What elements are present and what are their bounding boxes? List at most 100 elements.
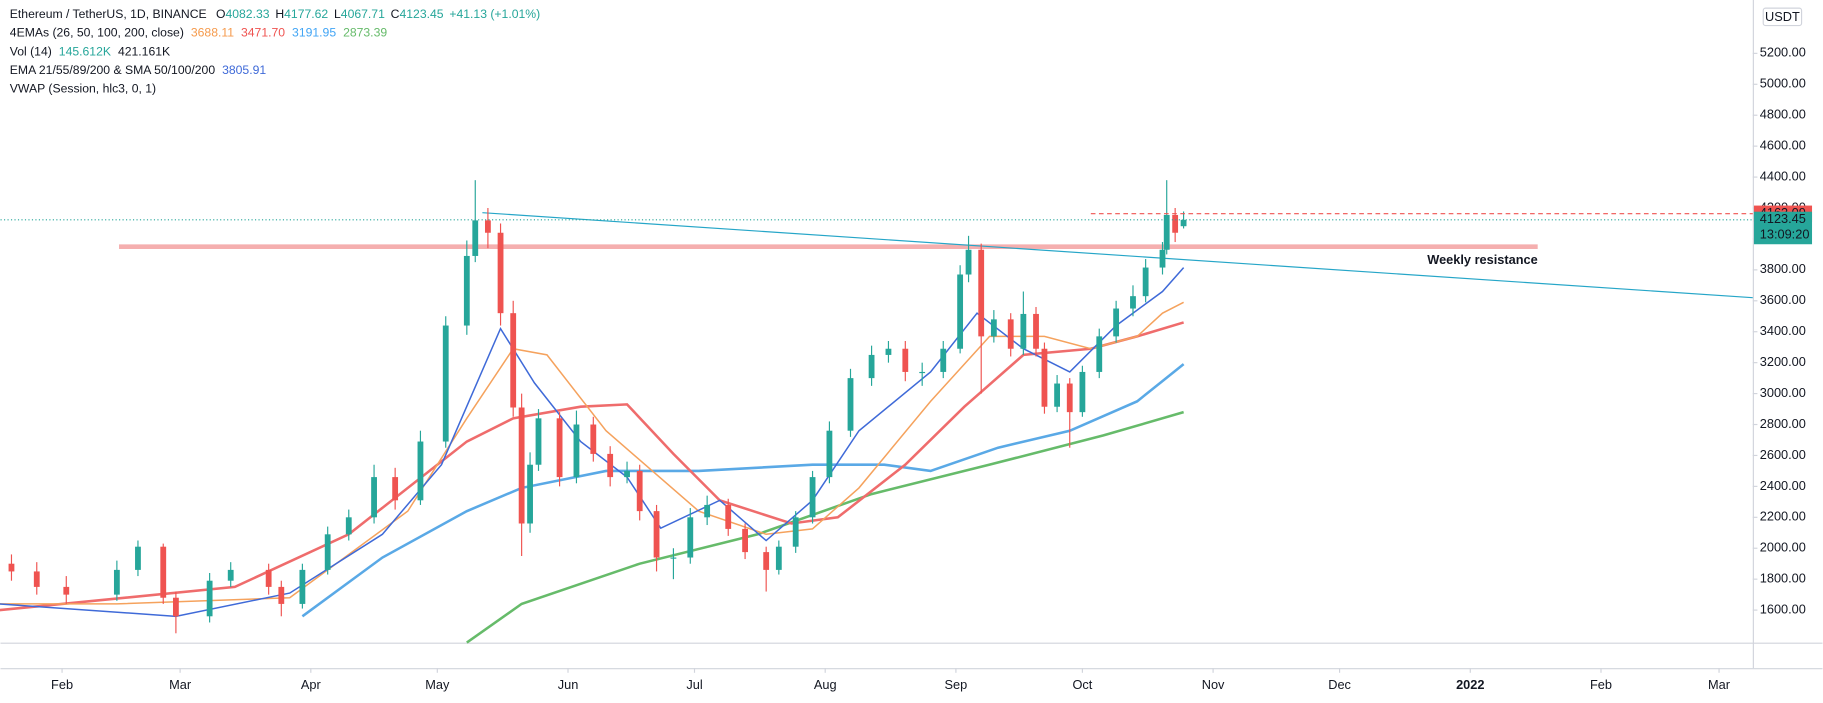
candle-body [653, 511, 660, 558]
candle-body [965, 249, 972, 275]
candle-body [775, 546, 782, 570]
x-tick-label: Dec [1328, 677, 1351, 692]
ohlc-value: 4082.33 [225, 7, 269, 21]
candle-body [1142, 267, 1149, 297]
y-tick-label: 1800.00 [1760, 571, 1806, 586]
candle-body [868, 354, 875, 379]
candle-body [345, 517, 352, 535]
candle-body [472, 220, 479, 256]
x-tick-label: Feb [51, 677, 73, 692]
candle-body [1079, 371, 1086, 413]
candle-body [227, 569, 234, 581]
ohlc-letter: O [216, 7, 225, 21]
currency-label: USDT [1765, 9, 1800, 24]
candle-body [299, 569, 306, 604]
candle-body [1096, 336, 1103, 372]
ohlc-value: 4177.62 [284, 7, 328, 21]
y-tick-label: 3000.00 [1760, 385, 1806, 400]
candle-body [484, 220, 491, 233]
candle-body [725, 504, 732, 529]
legend-row: Ethereum / TetherUS, 1D, BINANCE O4082.33… [10, 7, 540, 21]
candle-body [497, 232, 504, 314]
indicator-value: 3191.95 [292, 26, 336, 40]
candle-body [763, 552, 770, 570]
y-tick-label: 3200.00 [1760, 354, 1806, 369]
candle-body [442, 325, 449, 442]
countdown: 13:09:20 [1760, 226, 1810, 241]
legend-row: Vol (14) 145.612K 421.161K [10, 45, 170, 59]
candle-body [957, 274, 964, 349]
moving-average [0, 301, 1184, 605]
candle-body [63, 586, 70, 595]
candle-body [590, 424, 597, 454]
y-tick-label: 4600.00 [1760, 138, 1806, 153]
candle-body [990, 319, 997, 337]
candle-body [1172, 214, 1179, 233]
legend-row: EMA 21/55/89/200 & SMA 50/100/200 3805.91 [10, 63, 267, 77]
candle-body [1007, 319, 1014, 349]
ohlc-letter: L [334, 7, 341, 21]
candle-body [8, 563, 15, 572]
indicator-value: 3805.91 [222, 63, 266, 77]
price-tag [1753, 211, 1813, 245]
x-tick-label: Mar [1708, 677, 1731, 692]
indicator-name: VWAP (Session, hlc3, 0, 1) [10, 82, 156, 96]
x-tick-label: Apr [301, 677, 322, 692]
candle-body [417, 441, 424, 501]
indicator-value: 2873.39 [343, 26, 387, 40]
candle-body [670, 557, 677, 559]
candle-body [518, 407, 525, 524]
y-tick-label: 3600.00 [1760, 292, 1806, 307]
candle-body [463, 255, 470, 326]
y-tick-label: 2600.00 [1760, 447, 1806, 462]
candle-body [556, 418, 563, 478]
currency-box [1762, 7, 1803, 27]
x-tick-label: Jul [686, 677, 702, 692]
ohlc-letter: C [391, 7, 400, 21]
candle-body [1159, 249, 1166, 268]
candle-body [535, 418, 542, 465]
candle-body [826, 430, 833, 478]
candle-body [919, 371, 926, 374]
candle-body [1163, 214, 1170, 250]
resistance-label: Weekly resistance [1427, 252, 1537, 267]
x-tick-label: Nov [1202, 677, 1225, 692]
legend-row: VWAP (Session, hlc3, 0, 1) [10, 82, 156, 96]
indicator-name: Vol (14) [10, 45, 52, 59]
indicator-value: 3688.11 [191, 26, 234, 40]
x-tick-label: Sep [945, 677, 968, 692]
candle-body [1130, 296, 1136, 309]
candle-body [902, 348, 909, 372]
candle-body [1033, 313, 1039, 349]
candle-body [1180, 219, 1187, 227]
x-tick-label: Aug [814, 677, 837, 692]
candle-body [206, 580, 213, 617]
candle-body [172, 597, 179, 617]
legend-row: 4EMAs (26, 50, 100, 200, close) 3688.11 34… [10, 26, 388, 40]
indicator-value: 421.161K [118, 45, 170, 59]
candle-body [624, 470, 630, 478]
ohlc-value: 4067.71 [341, 7, 385, 21]
x-tick-label: Jun [558, 677, 579, 692]
candle-body [324, 534, 331, 570]
candle-body [636, 470, 643, 512]
y-tick-label: 2800.00 [1760, 416, 1806, 431]
y-tick-label: 4800.00 [1760, 107, 1806, 122]
ohlc-letter: H [275, 7, 284, 21]
candle-body [510, 313, 517, 408]
x-tick-label: Feb [1590, 677, 1612, 692]
candle-body [1054, 383, 1061, 407]
candle-body [792, 517, 799, 547]
candle-body [573, 424, 580, 478]
candle-body [809, 477, 816, 518]
candle-body [278, 586, 285, 604]
candle-body [978, 249, 985, 337]
y-tick-label: 5200.00 [1760, 45, 1806, 60]
x-tick-label: Oct [1072, 677, 1092, 692]
indicator-value: 3471.70 [241, 26, 285, 40]
ohlc-value: 4123.45 [399, 7, 443, 21]
candle-body [885, 348, 892, 355]
candle-body [940, 348, 947, 372]
y-tick-label: 1600.00 [1760, 601, 1806, 616]
